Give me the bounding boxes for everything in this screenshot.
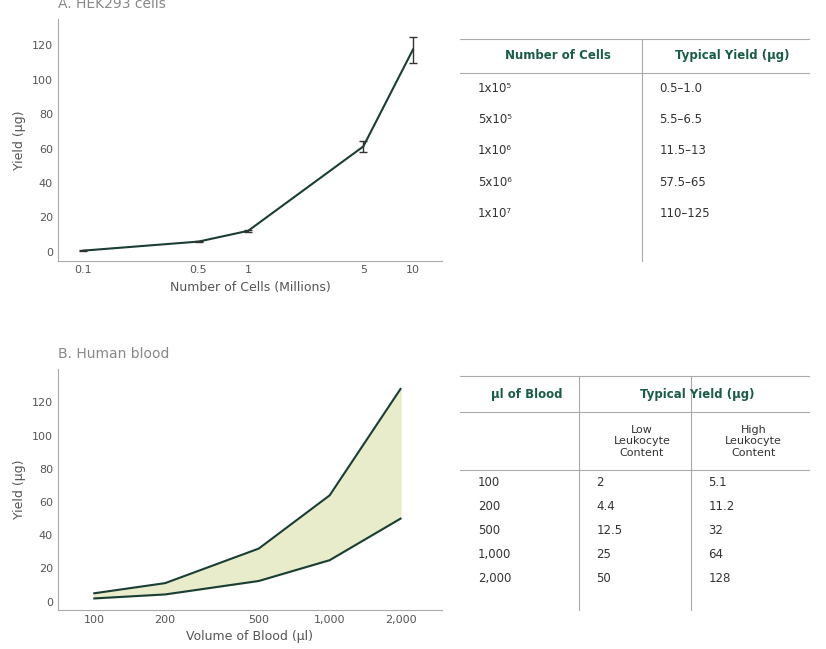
Text: High
Leukocyte
Content: High Leukocyte Content (725, 424, 782, 458)
Text: 50: 50 (596, 572, 611, 585)
Text: 4.4: 4.4 (596, 500, 615, 513)
Text: 25: 25 (596, 548, 611, 561)
Text: 64: 64 (708, 548, 724, 561)
Text: 32: 32 (708, 524, 723, 537)
Text: Typical Yield (µg): Typical Yield (µg) (676, 49, 790, 62)
Text: 1,000: 1,000 (477, 548, 511, 561)
Text: Typical Yield (µg): Typical Yield (µg) (640, 388, 755, 401)
Text: A. HEK293 cells: A. HEK293 cells (58, 0, 166, 12)
Text: 1x10⁷: 1x10⁷ (477, 207, 512, 220)
Y-axis label: Yield (µg): Yield (µg) (13, 459, 26, 519)
Y-axis label: Yield (µg): Yield (µg) (13, 110, 26, 170)
Text: 2,000: 2,000 (477, 572, 511, 585)
Text: 5x10⁵: 5x10⁵ (477, 113, 512, 126)
Text: 11.5–13: 11.5–13 (659, 144, 706, 157)
X-axis label: Number of Cells (Millions): Number of Cells (Millions) (169, 281, 330, 294)
Text: 5.5–6.5: 5.5–6.5 (659, 113, 702, 126)
Text: 5x10⁶: 5x10⁶ (477, 176, 511, 189)
Text: 2: 2 (596, 476, 604, 489)
Text: µl of Blood: µl of Blood (491, 388, 563, 401)
Text: 110–125: 110–125 (659, 207, 710, 220)
Text: 0.5–1.0: 0.5–1.0 (659, 82, 702, 95)
Text: 1x10⁶: 1x10⁶ (477, 144, 512, 157)
Text: 12.5: 12.5 (596, 524, 623, 537)
Text: 500: 500 (477, 524, 500, 537)
Text: 1x10⁵: 1x10⁵ (477, 82, 512, 95)
Text: 200: 200 (477, 500, 500, 513)
X-axis label: Volume of Blood (µl): Volume of Blood (µl) (187, 630, 313, 643)
Text: Low
Leukocyte
Content: Low Leukocyte Content (614, 424, 671, 458)
Text: 57.5–65: 57.5–65 (659, 176, 706, 189)
Text: 5.1: 5.1 (708, 476, 727, 489)
Text: 11.2: 11.2 (708, 500, 734, 513)
Text: Number of Cells: Number of Cells (506, 49, 611, 62)
Text: 128: 128 (708, 572, 730, 585)
Text: B. Human blood: B. Human blood (58, 347, 169, 361)
Text: 100: 100 (477, 476, 500, 489)
